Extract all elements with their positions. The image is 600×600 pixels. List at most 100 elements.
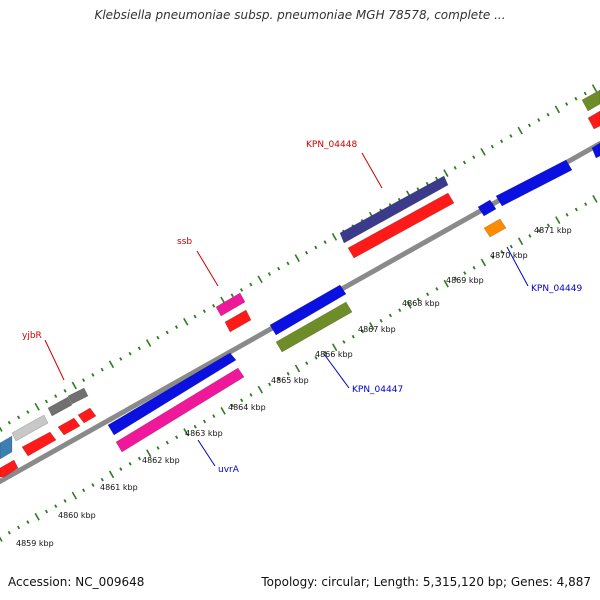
rail-tick xyxy=(7,420,11,425)
gene-KPN_04447[interactable] xyxy=(269,284,347,336)
rail-tick xyxy=(453,276,458,281)
gene-red-edge[interactable] xyxy=(587,110,600,130)
rail-tick xyxy=(591,84,598,93)
rail-tick xyxy=(0,426,3,432)
leader-KPN_04448 xyxy=(361,152,383,189)
rail-tick xyxy=(137,456,142,461)
rail-tick xyxy=(239,288,244,292)
gene-pink-large[interactable] xyxy=(115,367,245,453)
rail-tick xyxy=(490,144,494,149)
gene-olive-edge[interactable] xyxy=(581,89,600,112)
gene-red-3[interactable] xyxy=(57,417,81,436)
leader-ssb xyxy=(196,250,219,287)
rail-tick xyxy=(17,415,21,420)
rail-tick xyxy=(388,313,393,318)
gene-orange[interactable] xyxy=(483,218,507,238)
rail-tick xyxy=(509,134,513,138)
gene-ssb[interactable] xyxy=(215,292,246,317)
gene-blue-small[interactable] xyxy=(477,199,497,217)
rail-tick xyxy=(212,414,216,418)
rail-tick xyxy=(406,300,412,309)
rail-tick xyxy=(17,525,21,530)
rail-tick xyxy=(212,304,216,308)
rail-tick xyxy=(425,181,429,186)
rail-tick xyxy=(34,512,40,521)
gene-red-4[interactable] xyxy=(77,407,97,424)
rail-tick xyxy=(528,234,532,238)
rail-tick xyxy=(220,406,226,415)
gene-red-ssb[interactable] xyxy=(224,309,252,333)
gene-olive[interactable] xyxy=(275,301,353,353)
kbp-label: 4869 kbp xyxy=(446,276,484,285)
gene-darkgray-2[interactable] xyxy=(67,387,89,405)
kbp-label: 4861 kbp xyxy=(100,483,138,492)
rail-tick xyxy=(174,325,179,329)
rail-tick xyxy=(277,377,281,381)
label-uvrA[interactable]: uvrA xyxy=(218,465,240,475)
rail-tick xyxy=(230,403,234,408)
rail-tick xyxy=(294,254,300,262)
rail-tick xyxy=(63,499,67,503)
rail-tick xyxy=(369,322,375,330)
gene-darkgray-1[interactable] xyxy=(47,396,73,417)
label-KPN_04448[interactable]: KPN_04448 xyxy=(306,140,357,150)
rail-tick xyxy=(63,388,67,393)
rail-tick xyxy=(44,509,49,514)
rail-tick xyxy=(583,91,587,96)
gene-blue-edge[interactable] xyxy=(591,142,600,159)
label-KPN_04447[interactable]: KPN_04447 xyxy=(352,385,403,395)
rail-tick xyxy=(267,272,271,276)
rail-tick xyxy=(0,536,3,542)
rail-tick xyxy=(183,317,189,326)
kbp-label: 4863 kbp xyxy=(185,429,223,438)
rail-tick xyxy=(128,351,132,356)
rail-tick xyxy=(268,382,272,387)
rail-tick xyxy=(304,250,309,255)
rail-tick xyxy=(26,410,30,414)
gene-KPN_04448[interactable] xyxy=(339,175,449,244)
gene-red-1[interactable] xyxy=(0,459,19,478)
rail-tick xyxy=(286,261,290,266)
rail-tick xyxy=(351,334,355,339)
rail-tick xyxy=(480,147,486,156)
rail-tick xyxy=(323,240,327,244)
gene-lightgray[interactable] xyxy=(11,414,49,442)
gene-uvrA[interactable] xyxy=(107,352,237,436)
rail-tick xyxy=(108,470,115,479)
rail-tick xyxy=(360,329,365,334)
label-KPN_04449[interactable]: KPN_04449 xyxy=(531,284,582,294)
rail-tick xyxy=(137,346,141,351)
rail-tick xyxy=(574,207,578,212)
rail-tick xyxy=(331,232,338,241)
rail-tick xyxy=(44,399,49,404)
gene-red-large[interactable] xyxy=(347,192,455,259)
rail-tick xyxy=(379,318,383,323)
rail-tick xyxy=(331,343,338,352)
rail-tick xyxy=(119,357,123,361)
rail-tick xyxy=(500,250,504,254)
rail-tick xyxy=(230,293,234,298)
leader-KPN_04449 xyxy=(506,246,529,287)
rail-tick xyxy=(100,367,104,372)
gene-steelblue[interactable] xyxy=(0,435,13,460)
rail-tick xyxy=(480,258,487,267)
rail-tick xyxy=(108,360,115,369)
gene-blue-right[interactable] xyxy=(495,159,573,207)
label-ssb[interactable]: ssb xyxy=(177,237,192,247)
gene-red-2[interactable] xyxy=(21,431,57,457)
rail-tick xyxy=(323,350,327,355)
leader-uvrA xyxy=(197,439,216,467)
rail-tick xyxy=(240,398,244,403)
label-yjbR[interactable]: yjbR xyxy=(22,331,42,341)
rail-tick xyxy=(500,139,504,144)
rail-tick xyxy=(257,275,263,284)
rail-tick xyxy=(34,402,40,411)
rail-tick xyxy=(527,123,532,128)
rail-tick xyxy=(546,223,551,228)
rail-tick xyxy=(183,428,189,436)
rail-tick xyxy=(517,237,524,246)
rail-tick xyxy=(202,309,206,314)
rail-tick xyxy=(462,160,467,165)
rail-tick xyxy=(398,308,402,312)
